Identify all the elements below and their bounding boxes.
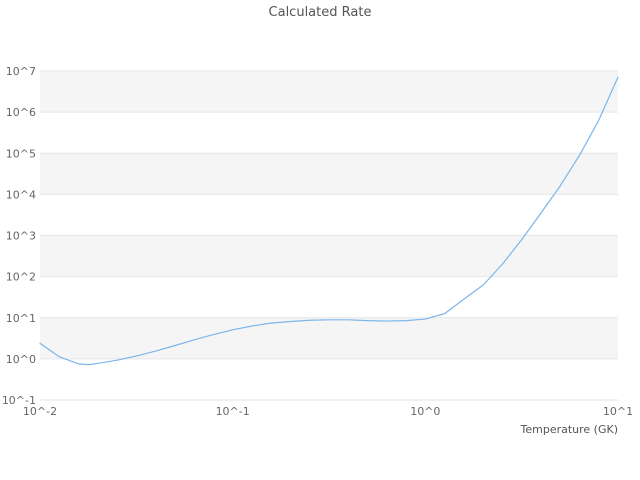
plot-band xyxy=(40,358,618,400)
plot-band xyxy=(40,71,618,113)
rate-line-series xyxy=(39,76,619,366)
plot-band xyxy=(40,153,618,195)
x-axis-label: Temperature (GK) xyxy=(520,423,619,436)
y-tick-label: 10^5 xyxy=(6,147,36,160)
x-tick-label: 10^-1 xyxy=(216,405,250,418)
x-tick-label: 10^-2 xyxy=(23,405,57,418)
plot-bands xyxy=(40,71,618,400)
plot-band xyxy=(40,276,618,318)
y-tick-label: 10^0 xyxy=(6,353,36,366)
plot-band xyxy=(40,194,618,236)
y-tick-label: 10^4 xyxy=(6,188,36,201)
y-tick-label: 10^1 xyxy=(6,312,36,325)
plot-band xyxy=(40,317,618,359)
gridlines xyxy=(40,70,618,401)
y-axis-tick-labels: 10^-1 10^0 10^1 10^2 10^3 10^4 10^5 10^6 10^7 xyxy=(2,65,36,407)
chart-title: Calculated Rate xyxy=(269,5,372,20)
y-tick-label: 10^3 xyxy=(6,230,36,243)
y-tick-label: 10^7 xyxy=(6,65,36,78)
x-tick-label: 10^1 xyxy=(603,405,633,418)
plot-band xyxy=(40,112,618,154)
x-tick-label: 10^0 xyxy=(410,405,440,418)
y-tick-label: 10^-1 xyxy=(2,394,36,407)
y-tick-label: 10^6 xyxy=(6,106,36,119)
x-axis-tick-labels: 10^-2 10^-1 10^0 10^1 xyxy=(23,405,633,418)
y-tick-label: 10^2 xyxy=(6,271,36,284)
plot-band xyxy=(40,235,618,277)
